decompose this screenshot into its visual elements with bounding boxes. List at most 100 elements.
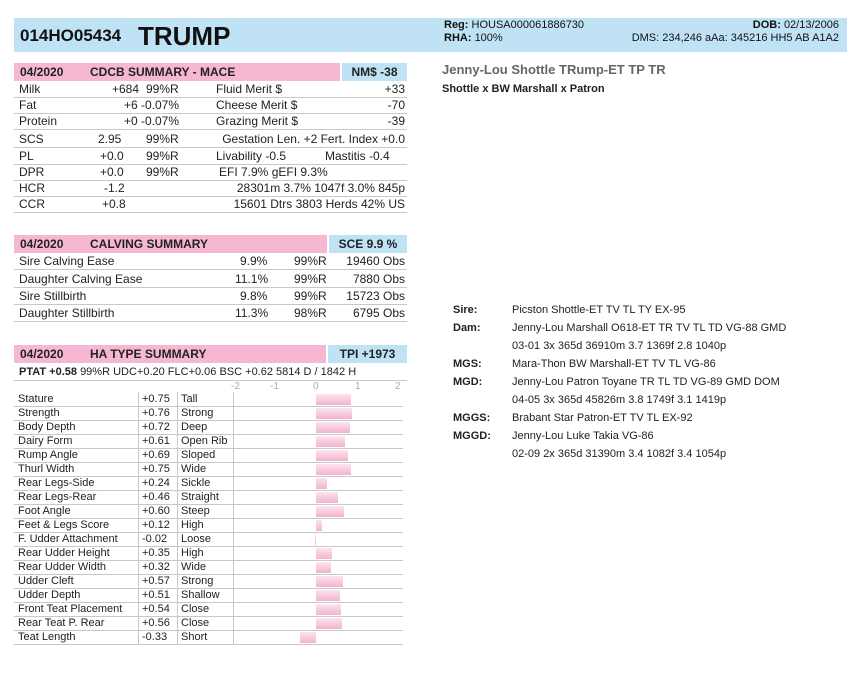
type-trait-name: Stature (18, 393, 54, 405)
header-line-registration: Reg: HOUSA000061886730 DOB: 02/13/2006 (444, 19, 839, 31)
type-trait-descriptor: Deep (181, 421, 208, 433)
mggd-name: Jenny-Lou Luke Takia VG-86 (512, 430, 654, 442)
rha-value: 100% (474, 32, 503, 44)
type-trait-descriptor: Shallow (181, 589, 220, 601)
mggs-name: Brabant Star Patron-ET TV TL EX-92 (512, 412, 693, 424)
calving-summary-header: 04/2020 CALVING SUMMARY SCE 9.9 % (14, 235, 407, 253)
type-trait-value: +0.24 (142, 477, 170, 489)
cdcb-row-dpr: DPR +0.0 99%R EFI 7.9% gEFI 9.3% (14, 165, 407, 181)
type-trait-name: Rear Udder Width (18, 561, 107, 573)
type-trait-name: Rear Legs-Side (18, 477, 95, 489)
type-date: 04/2020 (20, 347, 64, 361)
row-divider (14, 574, 403, 575)
type-trait-descriptor: Close (181, 617, 210, 629)
type-trait-value: +0.32 (142, 561, 170, 573)
cdcb-date: 04/2020 (20, 65, 64, 79)
cdcb-row: Milk +684 99%R Fluid Merit $ +33 (14, 82, 407, 98)
row-divider (14, 532, 403, 533)
mgd-label: MGD: (453, 376, 483, 388)
type-trait-bar (316, 590, 340, 601)
type-trait-value: +0.76 (142, 407, 170, 419)
type-trait-descriptor: Straight (181, 491, 219, 503)
scale-label: -2 (231, 381, 240, 392)
type-trait-name: F. Udder Attachment (18, 533, 118, 545)
sce-badge: SCE 9.9 % (329, 235, 407, 253)
scale-label: 2 (395, 381, 401, 392)
cdcb-row-hcr: HCR -1.2 28301m 3.7% 1047f 3.0% 845p (14, 181, 407, 197)
mggd-label: MGGD: (453, 430, 491, 442)
row-divider (14, 462, 403, 463)
type-trait-descriptor: Tall (181, 393, 198, 405)
type-trait-name: Udder Depth (18, 589, 81, 601)
mgs-name: Mara-Thon BW Marshall-ET TV TL VG-86 (512, 358, 716, 370)
dms-info: DMS: 234,246 aAa: 345216 HH5 AB A1A2 (631, 32, 839, 44)
scale-label: -1 (270, 381, 279, 392)
scale-label: 1 (355, 381, 361, 392)
type-trait-value: +0.35 (142, 547, 170, 559)
scale-label: 0 (313, 381, 319, 392)
type-trait-value: +0.56 (142, 617, 170, 629)
type-trait-bar (300, 632, 316, 643)
cdcb-row-pl: PL +0.0 99%R Livability -0.5 Mastitis -0… (14, 149, 407, 165)
ptat-value: +0.58 (49, 366, 77, 378)
row-divider (14, 546, 403, 547)
type-trait-value: +0.46 (142, 491, 170, 503)
type-trait-bar (316, 520, 322, 531)
row-divider (14, 644, 403, 645)
ptat-label: PTAT (19, 366, 47, 378)
type-trait-bar (316, 604, 342, 615)
nm-dollar-badge: NM$ -38 (342, 63, 407, 81)
type-trait-value: +0.57 (142, 575, 170, 587)
row-divider (14, 504, 403, 505)
type-trait-bar (316, 492, 338, 503)
animal-header: 014HO05434 TRUMP Reg: HOUSA000061886730 … (14, 18, 847, 52)
type-trait-name: Strength (18, 407, 60, 419)
type-trait-name: Rump Angle (18, 449, 78, 461)
type-trait-bar (316, 394, 352, 405)
row-divider (14, 588, 403, 589)
type-trait-name: Rear Udder Height (18, 547, 110, 559)
type-trait-name: Front Teat Placement (18, 603, 123, 615)
row-divider (14, 406, 403, 407)
row-divider (14, 602, 403, 603)
dob-group: DOB: 02/13/2006 (753, 19, 839, 31)
row-divider (14, 518, 403, 519)
type-trait-descriptor: Close (181, 603, 210, 615)
cdcb-row-scs: SCS 2.95 99%R Gestation Len. +2 Fert. In… (14, 132, 407, 148)
type-trait-bar (316, 450, 349, 461)
row-divider (14, 560, 403, 561)
type-trait-descriptor: Strong (181, 575, 214, 587)
type-trait-name: Rear Legs-Rear (18, 491, 97, 503)
row-divider (14, 630, 403, 631)
tpi-badge: TPI +1973 (328, 345, 407, 363)
type-trait-bar (316, 408, 352, 419)
cdcb-summary-header: 04/2020 CDCB SUMMARY - MACE NM$ -38 (14, 63, 407, 81)
divider (14, 380, 407, 381)
calving-title: CALVING SUMMARY (90, 237, 208, 251)
type-summary-header: 04/2020 HA TYPE SUMMARY TPI +1973 (14, 345, 407, 363)
type-trait-descriptor: Loose (181, 533, 211, 545)
type-trait-value: +0.60 (142, 505, 170, 517)
dob-value: 02/13/2006 (783, 19, 839, 31)
type-trait-value: +0.75 (142, 463, 170, 475)
row-divider (14, 616, 403, 617)
type-trait-bar (316, 464, 352, 475)
type-trait-name: Dairy Form (18, 435, 73, 447)
type-trait-value: -0.33 (142, 631, 168, 643)
type-trait-value: +0.75 (142, 393, 170, 405)
mgs-label: MGS: (453, 358, 482, 370)
type-trait-name: Rear Teat P. Rear (18, 617, 105, 629)
type-trait-name: Body Depth (18, 421, 76, 433)
dam-name: Jenny-Lou Marshall O618-ET TR TV TL TD V… (512, 322, 787, 334)
type-trait-descriptor: Steep (181, 505, 210, 517)
sire-label: Sire: (453, 304, 478, 316)
mgd-name: Jenny-Lou Patron Toyane TR TL TD VG-89 G… (512, 376, 780, 388)
header-line-rha: RHA: 100% DMS: 234,246 aAa: 345216 HH5 A… (444, 32, 839, 44)
type-trait-descriptor: Wide (181, 463, 207, 475)
bull-name: TRUMP (138, 21, 231, 51)
naab-code: 014HO05434 (20, 26, 122, 45)
rha-label: RHA: (444, 32, 472, 44)
type-trait-descriptor: High (181, 547, 204, 559)
row-divider (14, 420, 403, 421)
ptat-details: 99%R UDC+0.20 FLC+0.06 BSC +0.62 5814 D … (80, 366, 357, 378)
